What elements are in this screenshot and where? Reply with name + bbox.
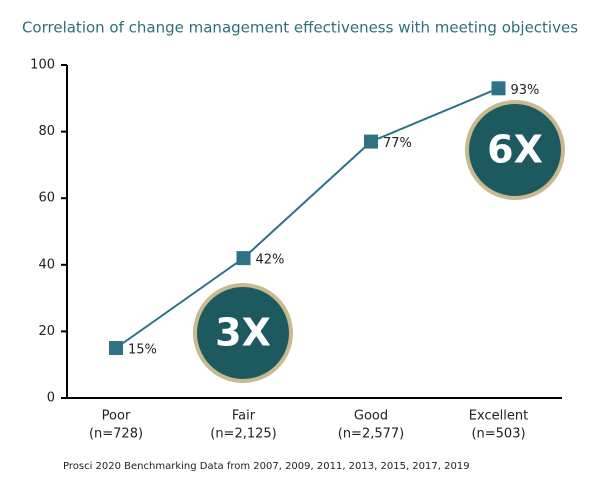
x-tick-count: (n=2,125)	[210, 427, 277, 442]
chart-title: Correlation of change management effecti…	[22, 19, 578, 37]
value-label: 77%	[383, 136, 412, 151]
x-tick-label: Good	[354, 409, 388, 424]
badge	[193, 283, 293, 383]
x-tick-label: Fair	[232, 409, 256, 424]
line	[115, 87, 499, 349]
x-tick-label: Poor	[102, 409, 131, 424]
value-label: 93%	[511, 83, 540, 98]
y-tick-label: 60	[38, 191, 55, 206]
value-label: 42%	[256, 253, 285, 268]
x-tick-count: (n=728)	[89, 427, 143, 442]
y-tick-label: 80	[38, 124, 55, 139]
value-label: 15%	[128, 343, 157, 358]
source-note: Prosci 2020 Benchmarking Data from 2007,…	[63, 461, 470, 472]
x-tick-label: Excellent	[469, 409, 528, 424]
x-tick-count: (n=503)	[471, 427, 525, 442]
marker	[236, 251, 251, 266]
marker	[491, 81, 506, 96]
x-tick-count: (n=2,577)	[338, 427, 405, 442]
badge-label: 3X	[215, 311, 271, 355]
y-tick-label: 40	[38, 257, 55, 272]
marker	[109, 341, 123, 356]
badge	[465, 100, 565, 200]
y-tick-label: 20	[38, 324, 55, 339]
badge-label: 6X	[487, 128, 543, 172]
y-tick-label: 100	[30, 58, 55, 73]
marker	[364, 134, 378, 149]
y-tick-label: 0	[47, 391, 55, 406]
